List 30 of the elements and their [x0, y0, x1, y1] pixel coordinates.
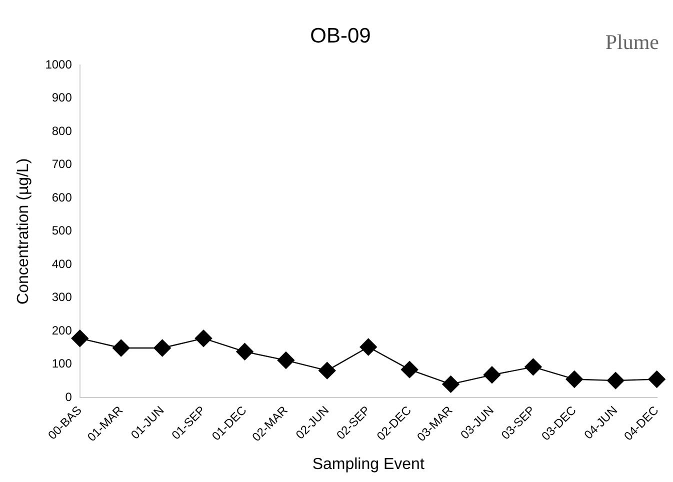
point	[442, 376, 460, 393]
y-tick-label: 400	[52, 256, 72, 271]
point	[483, 366, 501, 384]
y-tick-label: 900	[52, 90, 72, 105]
point	[112, 339, 130, 357]
y-axis-title: Concentration (µg/L)	[15, 158, 32, 304]
chart-title: OB-09	[310, 24, 371, 48]
point	[566, 370, 583, 388]
y-tick-label: 800	[52, 124, 72, 138]
point	[360, 338, 377, 356]
text: Plume	[605, 30, 659, 55]
point	[400, 360, 418, 378]
y-tick-label: 100	[52, 356, 72, 371]
y-tick-label: 700	[52, 157, 72, 172]
point	[236, 343, 254, 360]
point	[648, 370, 666, 388]
x-axis-title: Sampling Event	[312, 456, 425, 473]
point	[524, 358, 542, 376]
y-tick-label: 500	[52, 224, 72, 238]
y-tick-label: 1000	[45, 58, 72, 72]
y-tick-label: 600	[52, 190, 72, 204]
point	[277, 352, 295, 369]
point	[194, 330, 212, 347]
point	[71, 330, 88, 347]
y-tick-label: 0	[65, 390, 72, 404]
point	[607, 372, 624, 390]
y-tick-label: 300	[52, 290, 72, 304]
y-tick-label: 200	[52, 323, 72, 338]
point	[318, 362, 336, 380]
point	[154, 339, 171, 357]
